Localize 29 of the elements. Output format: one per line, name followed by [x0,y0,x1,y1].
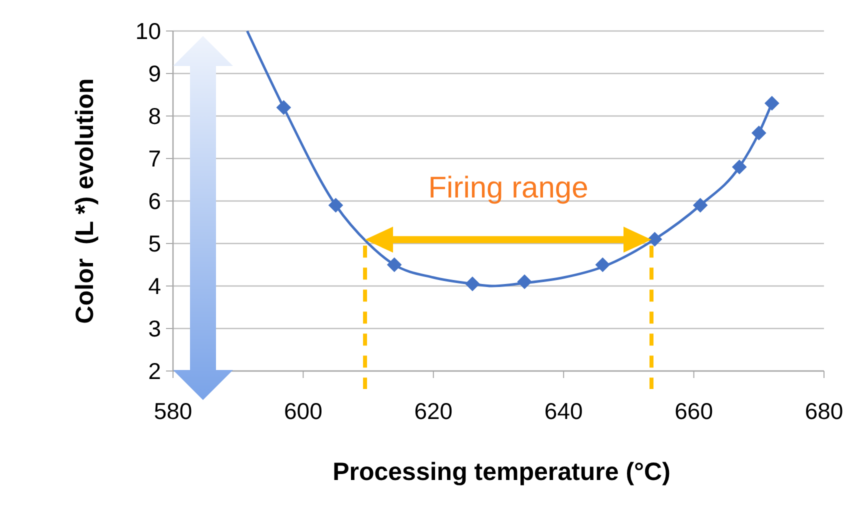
y-tick-label: 2 [148,358,161,384]
y-tick-label: 9 [148,60,161,87]
y-tick-label: 3 [148,316,161,342]
y-tick-label: 8 [148,103,161,130]
point [517,274,532,290]
point [276,100,292,115]
point [595,257,610,272]
point [732,160,747,174]
x-tick-label: 580 [154,398,192,424]
y-tick-label: 10 [135,18,161,44]
x-tick-label: 600 [284,398,322,424]
point [386,257,402,272]
y-axis-title: Color (L *) evolution [71,78,99,324]
point [751,126,766,140]
y-tick-label: 5 [148,230,161,257]
point [764,96,780,111]
y-tick-label: 6 [148,188,161,214]
x-tick-label: 640 [544,398,583,424]
y-tick-label: 4 [148,273,162,300]
point [647,232,662,247]
y-tick-label: 7 [148,146,161,172]
point [692,198,708,213]
point [465,276,480,292]
x-tick-label: 680 [804,398,844,424]
x-axis-title: Processing temperature (°C) [332,458,670,486]
annotation: Firing range [428,172,588,205]
x-tick-label: 660 [674,398,713,424]
point [328,198,344,213]
x-tick-label: 620 [414,398,453,424]
